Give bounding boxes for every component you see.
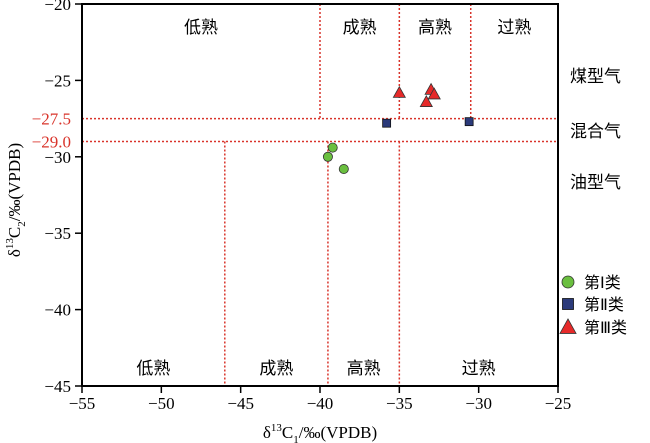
threshold-lines: −27.5 −29.0 xyxy=(32,4,558,386)
zone-label-bottom: 高熟 xyxy=(347,358,381,379)
x-tick-label: −25 xyxy=(545,394,572,413)
data-points xyxy=(322,82,474,175)
threshold-y-label: −29.0 xyxy=(32,133,71,152)
x-tick-label: −50 xyxy=(148,394,175,413)
x-tick-label: −35 xyxy=(386,394,413,413)
y-tick-label: −25 xyxy=(44,71,71,90)
data-point-series-1 xyxy=(338,164,349,175)
data-point-series-3 xyxy=(392,85,406,98)
data-point-series-2 xyxy=(464,117,474,127)
zone-label-bottom: 低熟 xyxy=(136,358,170,379)
y-axis-title: δ13C2/‰(VPDB) xyxy=(4,143,28,257)
x-tick-label: −55 xyxy=(69,394,96,413)
zone-label-top: 成熟 xyxy=(343,17,377,38)
legend-marker xyxy=(562,298,574,310)
zone-label-top: 过熟 xyxy=(497,17,531,38)
zone-label-top: 低熟 xyxy=(184,17,218,38)
data-point-series-1 xyxy=(327,142,338,153)
threshold-y-label: −27.5 xyxy=(32,110,71,129)
legend-label: 第Ⅰ类 xyxy=(584,273,621,292)
x-tick-label: −40 xyxy=(307,394,334,413)
gas-type-label: 油型气 xyxy=(570,173,621,193)
y-tick-label: −45 xyxy=(44,377,71,396)
y-axis-ticks: −45 −40 −35 −30 −25 −20 xyxy=(44,0,82,396)
x-axis-ticks: −55 −50 −45 −40 −35 −30 −25 xyxy=(69,386,572,413)
data-point-series-3 xyxy=(427,87,441,100)
zone-label-top: 高熟 xyxy=(418,17,452,38)
legend-marker xyxy=(561,275,575,289)
data-point-series-3 xyxy=(419,94,433,107)
gas-type-label: 混合气 xyxy=(570,122,621,142)
y-tick-label: −30 xyxy=(44,148,71,167)
gas-type-label: 煤型气 xyxy=(570,67,621,87)
zone-label-bottom: 成熟 xyxy=(259,358,293,379)
y-tick-label: −40 xyxy=(44,301,71,320)
x-tick-label: −30 xyxy=(465,394,492,413)
y-tick-label: −35 xyxy=(44,224,71,243)
legend-label: 第Ⅲ类 xyxy=(584,318,627,337)
x-tick-label: −45 xyxy=(227,394,254,413)
data-point-series-1 xyxy=(322,151,333,162)
legend-label: 第Ⅱ类 xyxy=(584,295,624,314)
x-axis-title: δ13C1/‰(VPDB) xyxy=(263,422,377,443)
data-point-series-2 xyxy=(382,118,392,128)
legend-marker xyxy=(559,318,577,334)
zone-label-bottom: 过熟 xyxy=(462,358,496,379)
y-tick-label: −20 xyxy=(44,0,71,14)
